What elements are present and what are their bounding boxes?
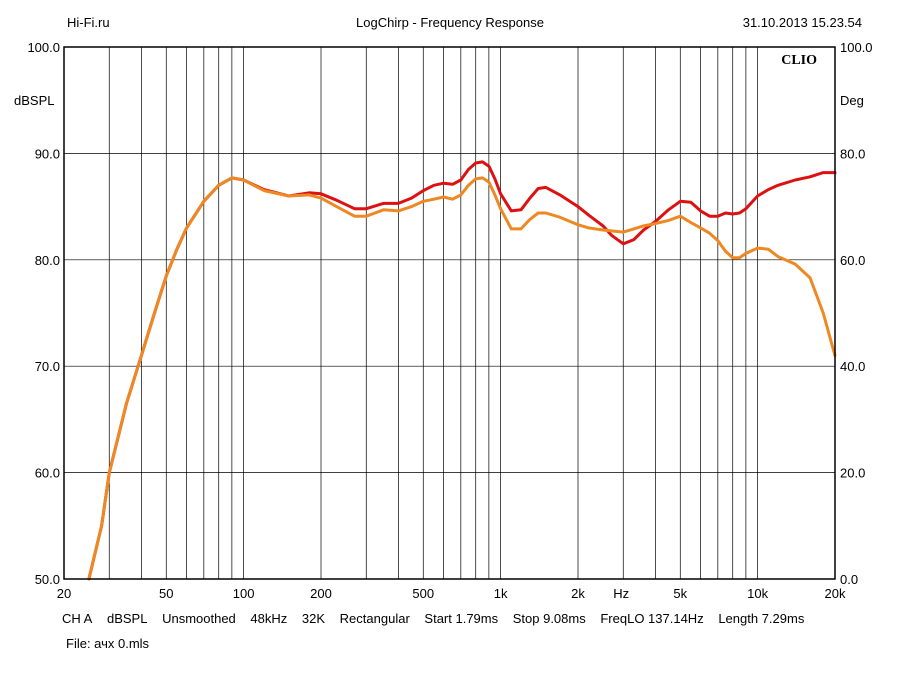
chart-title: LogChirp - Frequency Response (356, 15, 544, 30)
setting-channel: CH A (62, 611, 93, 626)
y-tick-label-right: 20.0 (840, 466, 865, 481)
setting-size: 32K (301, 611, 326, 626)
setting-stop: Stop 9.08ms (512, 611, 586, 626)
site-label: Hi-Fi.ru (67, 15, 110, 30)
clio-logo: CLIO (781, 53, 817, 68)
x-tick-label: 20k (825, 586, 846, 601)
x-tick-label: 20 (57, 586, 71, 601)
setting-freqlo: FreqLO 137.14Hz (600, 611, 704, 626)
series-line-orange (87, 176, 837, 581)
settings-bar: CH A dBSPL Unsmoothed 48kHz 32K Rectangu… (62, 611, 815, 626)
x-tick-label: 200 (310, 586, 332, 601)
x-tick-label: 500 (412, 586, 434, 601)
y-tick-label-left: 70.0 (35, 359, 60, 374)
x-tick-label: 100 (233, 586, 255, 601)
axis-labels: 50.0 0.0 60.0 20.0 70.0 40.0 80.0 60.0 90.0 80.0 1… (14, 40, 873, 601)
setting-smoothing: Unsmoothed (162, 611, 236, 626)
y-tick-label-right: 80.0 (840, 146, 865, 161)
y-tick-label-right: 100.0 (840, 40, 873, 55)
x-tick-label: 1k (494, 586, 508, 601)
series-layer (87, 160, 837, 581)
x-tick-label: 2k (571, 586, 585, 601)
plot-frame (63, 46, 836, 580)
x-tick-label: 5k (673, 586, 687, 601)
x-axis-unit-label: Hz (613, 586, 629, 601)
y-tick-label-right: 40.0 (840, 359, 865, 374)
y-tick-label-right: 60.0 (840, 253, 865, 268)
setting-start: Start 1.79ms (424, 611, 499, 626)
y-tick-label-left: 100.0 (27, 40, 60, 55)
setting-length: Length 7.29ms (718, 611, 805, 626)
y-tick-label-right: 0.0 (840, 572, 858, 587)
grid (63, 46, 836, 580)
x-tick-label: 50 (159, 586, 173, 601)
series-line-red (87, 160, 837, 581)
setting-units: dBSPL (106, 611, 148, 626)
file-label: File: ачх 0.mls (66, 636, 150, 651)
y-axis-label-right: Deg (840, 93, 864, 108)
y-tick-label-left: 80.0 (35, 253, 60, 268)
y-tick-label-left: 90.0 (35, 146, 60, 161)
setting-window: Rectangular (339, 611, 410, 626)
setting-samplerate: 48kHz (250, 611, 288, 626)
y-axis-label-left: dBSPL (14, 93, 54, 108)
y-tick-label-left: 60.0 (35, 466, 60, 481)
x-tick-label: 10k (747, 586, 768, 601)
timestamp: 31.10.2013 15.23.54 (742, 15, 862, 30)
y-tick-label-left: 50.0 (35, 572, 60, 587)
